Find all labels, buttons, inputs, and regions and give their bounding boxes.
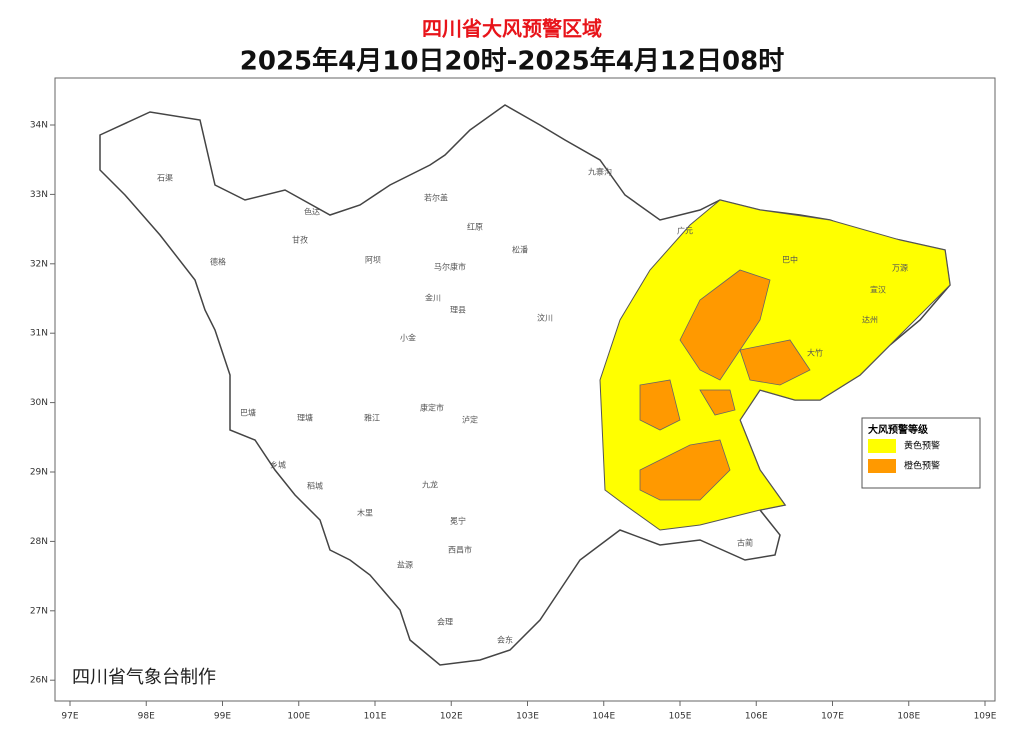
place-label: 九龙: [422, 480, 438, 490]
place-label: 小金: [400, 333, 416, 343]
place-label: 红原: [467, 222, 483, 232]
place-label: 古蔺: [737, 538, 753, 548]
place-label: 甘孜: [292, 235, 308, 245]
lat-tick-label: 30N: [30, 398, 48, 408]
place-label: 雅江: [364, 413, 380, 423]
place-label: 九寨沟: [588, 167, 612, 177]
lon-tick-label: 97E: [61, 712, 78, 722]
place-label: 德格: [210, 257, 226, 267]
legend-swatch: [868, 439, 896, 453]
place-label: 理塘: [297, 413, 313, 423]
legend-title: 大风预警等级: [868, 423, 929, 436]
legend-swatch: [868, 459, 896, 473]
lon-tick-label: 103E: [516, 712, 539, 722]
place-label: 乡城: [270, 461, 286, 470]
place-label: 盐源: [397, 560, 413, 570]
place-label: 色达: [304, 207, 320, 217]
lon-tick-label: 102E: [440, 712, 463, 722]
lat-tick-label: 26N: [30, 676, 48, 686]
lat-tick-label: 31N: [30, 329, 48, 339]
lon-tick-label: 107E: [821, 712, 844, 722]
lat-tick-label: 29N: [30, 468, 48, 478]
place-label: 会东: [497, 635, 513, 645]
lon-tick-label: 101E: [364, 712, 387, 722]
lon-tick-label: 100E: [287, 712, 310, 722]
legend-label: 黄色预警: [904, 440, 940, 452]
credit: 四川省气象台制作: [72, 667, 216, 688]
lon-tick-label: 106E: [745, 712, 768, 722]
lat-tick-label: 33N: [30, 190, 48, 200]
place-label: 理县: [450, 306, 466, 315]
lon-tick-label: 109E: [974, 712, 997, 722]
place-label: 石渠: [157, 173, 173, 183]
lon-tick-label: 99E: [214, 712, 231, 722]
place-label: 广元: [677, 226, 693, 236]
place-label: 马尔康市: [434, 262, 466, 272]
place-label: 冕宁: [450, 516, 466, 526]
lat-tick-label: 28N: [30, 537, 48, 547]
title: 四川省大风预警区域: [422, 17, 602, 41]
place-label: 达州: [862, 315, 878, 325]
legend-label: 橙色预警: [904, 460, 940, 472]
lon-tick-label: 108E: [897, 712, 920, 722]
place-label: 松潘: [512, 245, 528, 255]
place-label: 会理: [437, 617, 453, 627]
place-label: 木里: [357, 508, 373, 518]
place-label: 稻城: [307, 481, 323, 491]
place-label: 泸定: [462, 415, 478, 425]
lon-tick-label: 98E: [138, 712, 155, 722]
place-label: 康定市: [420, 403, 444, 413]
place-label: 金川: [425, 293, 441, 303]
subtitle: 2025年4月10日20时-2025年4月12日08时: [240, 46, 784, 77]
orange-warning-area: [639, 269, 811, 501]
place-label: 阿坝: [365, 256, 381, 265]
lat-tick-label: 32N: [30, 259, 48, 269]
place-label: 汶川: [537, 313, 553, 323]
place-label: 万源: [892, 264, 908, 273]
lat-tick-label: 27N: [30, 606, 48, 616]
place-label: 西昌市: [448, 545, 472, 555]
place-label: 若尔盖: [424, 193, 448, 203]
lat-tick-label: 34N: [30, 121, 48, 131]
place-label: 巴中: [782, 255, 798, 265]
place-label: 大竹: [807, 348, 823, 358]
place-label: 宣汉: [870, 285, 886, 295]
lon-tick-label: 104E: [592, 712, 615, 722]
lon-tick-label: 105E: [669, 712, 692, 722]
place-label: 巴塘: [240, 408, 256, 418]
